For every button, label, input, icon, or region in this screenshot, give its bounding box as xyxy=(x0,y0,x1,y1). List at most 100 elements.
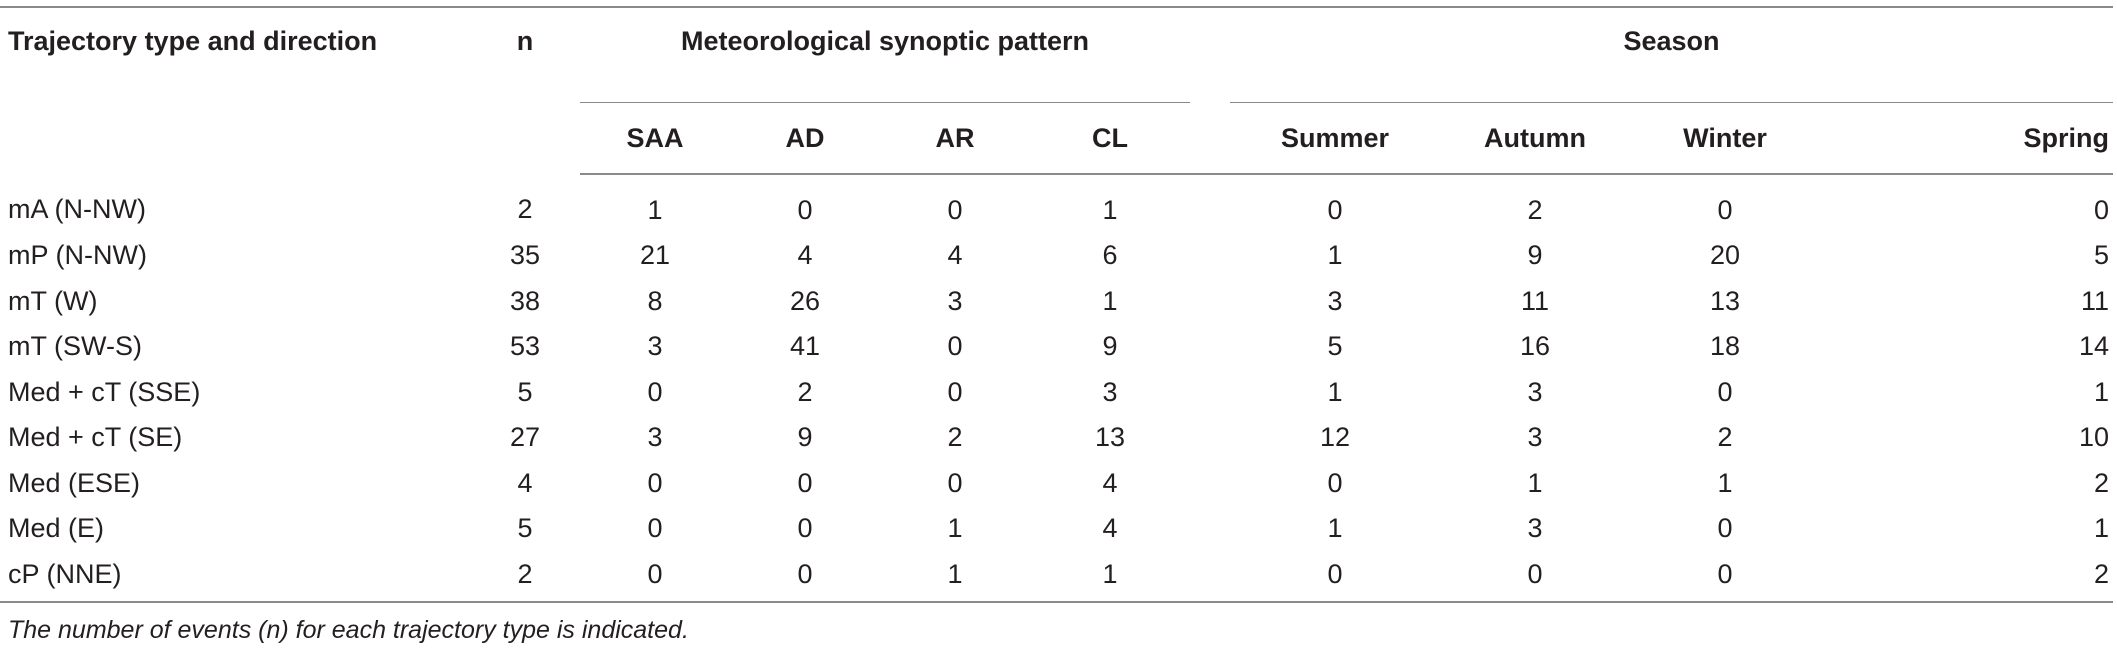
cell-spring: 10 xyxy=(2079,422,2110,453)
cell-ad: 9 xyxy=(797,422,813,453)
cell-ar: 0 xyxy=(947,331,963,362)
cell-ar: 2 xyxy=(947,422,963,453)
cell-spring: 2 xyxy=(1820,551,2114,603)
cell-winter: 2 xyxy=(1717,422,1733,453)
cell-n: 2 xyxy=(517,194,533,224)
table-row: mA (N-NW) 2 1 0 0 1 0 2 0 0 xyxy=(0,174,2113,233)
table-row: mP (N-NW) 35 21 4 4 6 1 9 20 5 xyxy=(0,233,2113,279)
header-summer: Summer xyxy=(1230,102,1440,175)
header-ar: AR xyxy=(880,102,1030,175)
spacer-cell xyxy=(1190,174,1230,233)
table-row: Med + cT (SE) 27 3 9 2 13 12 3 2 10 xyxy=(0,415,2113,461)
cell-ad: 26 xyxy=(789,285,821,316)
cell-winter: 20 xyxy=(1709,240,1741,271)
cell-autumn: 2 xyxy=(1527,194,1543,225)
cell-summer: 0 xyxy=(1230,551,1440,603)
cell-ar: 1 xyxy=(880,551,1030,603)
header-season: Season xyxy=(1230,7,2114,103)
cell-autumn: 3 xyxy=(1527,376,1543,407)
cell-autumn: 0 xyxy=(1440,551,1630,603)
cell-ar: 3 xyxy=(947,285,963,316)
table-row: Med (E) 5 0 0 1 4 1 3 0 1 xyxy=(0,506,2113,552)
cell-winter: 1 xyxy=(1717,467,1733,498)
header-n: n xyxy=(516,26,534,56)
cell-cl: 1 xyxy=(1030,551,1190,603)
cell-autumn: 16 xyxy=(1519,331,1551,362)
cell-type: Med (E) xyxy=(8,513,105,544)
cell-ad: 0 xyxy=(797,513,813,544)
cell-winter: 0 xyxy=(1717,376,1733,407)
cell-saa: 1 xyxy=(647,194,663,225)
cell-cl: 6 xyxy=(1102,240,1118,271)
cell-spring: 11 xyxy=(2081,285,2110,316)
spacer-cell xyxy=(1190,415,1230,461)
cell-ad: 4 xyxy=(797,240,813,271)
table-row: mT (SW-S) 53 3 41 0 9 5 16 18 14 xyxy=(0,324,2113,370)
cell-cl: 13 xyxy=(1094,422,1126,453)
cell-autumn: 1 xyxy=(1527,467,1543,498)
spacer-cell xyxy=(1190,370,1230,416)
cell-winter: 0 xyxy=(1717,194,1733,225)
trajectory-table: Trajectory type and direction n Meteorol… xyxy=(0,6,2114,603)
spacer-cell xyxy=(1190,551,1230,603)
cell-autumn: 3 xyxy=(1527,422,1543,453)
cell-saa: 3 xyxy=(647,331,663,362)
cell-saa: 21 xyxy=(639,240,671,271)
cell-ar: 4 xyxy=(947,240,963,271)
cell-n: 35 xyxy=(509,240,541,271)
table-footnote: The number of events (n) for each trajec… xyxy=(8,616,689,644)
cell-saa: 0 xyxy=(580,551,730,603)
spacer-cell xyxy=(1190,233,1230,279)
cell-type: Med + cT (SSE) xyxy=(8,376,201,407)
cell-ar: 1 xyxy=(947,513,963,544)
cell-n: 5 xyxy=(517,513,533,544)
cell-type: mT (SW-S) xyxy=(8,331,142,362)
cell-spring: 14 xyxy=(2079,331,2110,362)
cell-type: cP (NNE) xyxy=(0,551,470,603)
cell-summer: 5 xyxy=(1327,331,1343,362)
cell-spring: 1 xyxy=(2094,376,2110,407)
table-row: cP (NNE) 2 0 0 1 1 0 0 0 2 xyxy=(0,551,2114,603)
cell-cl: 1 xyxy=(1102,285,1118,316)
header-meteorological-synoptic-pattern: Meteorological synoptic pattern xyxy=(580,7,1190,103)
cell-spring: 5 xyxy=(2094,240,2110,271)
cell-winter: 13 xyxy=(1709,285,1741,316)
cell-ad: 0 xyxy=(730,551,880,603)
cell-type: Med (ESE) xyxy=(8,467,141,498)
cell-summer: 1 xyxy=(1327,513,1343,544)
cell-type: mP (N-NW) xyxy=(8,240,147,271)
cell-autumn: 3 xyxy=(1527,513,1543,544)
cell-saa: 0 xyxy=(647,513,663,544)
table-row: mT (W) 38 8 26 3 1 3 11 13 11 xyxy=(0,279,2113,325)
cell-autumn: 11 xyxy=(1520,285,1550,316)
cell-saa: 0 xyxy=(647,376,663,407)
cell-saa: 8 xyxy=(647,285,663,316)
cell-summer: 1 xyxy=(1327,376,1343,407)
header-cl: CL xyxy=(1030,102,1190,175)
cell-ad: 41 xyxy=(789,331,821,362)
table-row: Med + cT (SSE) 5 0 2 0 3 1 3 0 1 xyxy=(0,370,2113,416)
cell-type: mA (N-NW) xyxy=(8,194,146,224)
cell-ad: 0 xyxy=(797,467,813,498)
header-winter: Winter xyxy=(1630,102,1820,175)
cell-cl: 4 xyxy=(1102,513,1118,544)
cell-spring: 2 xyxy=(2094,467,2110,498)
cell-n: 27 xyxy=(509,422,541,453)
header-saa: SAA xyxy=(580,102,730,175)
header-autumn: Autumn xyxy=(1440,102,1630,175)
cell-n: 4 xyxy=(517,467,533,498)
cell-cl: 1 xyxy=(1102,194,1118,225)
table-row: Med (ESE) 4 0 0 0 4 0 1 1 2 xyxy=(0,461,2113,507)
spacer-cell xyxy=(1190,324,1230,370)
cell-saa: 0 xyxy=(647,467,663,498)
header-ad: AD xyxy=(730,102,880,175)
cell-ar: 0 xyxy=(947,376,963,407)
cell-n: 53 xyxy=(509,331,541,362)
cell-type: mT (W) xyxy=(8,285,98,316)
table-body: mA (N-NW) 2 1 0 0 1 0 2 0 0 mP (N-NW) 35 21 4 4 6 1 9 20 5 m… xyxy=(0,174,2114,603)
cell-saa: 3 xyxy=(647,422,663,453)
header-spring: Spring xyxy=(1820,102,2114,175)
cell-ad: 0 xyxy=(797,194,813,225)
cell-winter: 0 xyxy=(1717,513,1733,544)
